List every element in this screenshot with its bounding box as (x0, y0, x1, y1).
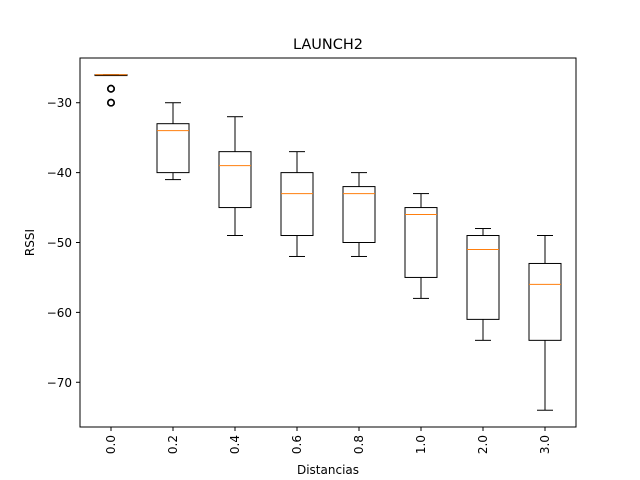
x-tick-label: 1.0 (414, 435, 428, 454)
x-tick-label: 0.2 (166, 435, 180, 454)
x-tick-label: 3.0 (538, 435, 552, 454)
x-tick-label: 0.4 (228, 435, 242, 454)
y-tick-label: −50 (47, 236, 72, 250)
x-tick-label: 2.0 (476, 435, 490, 454)
chart-title: LAUNCH2 (293, 37, 363, 53)
box-iqr (528, 262, 562, 341)
y-axis-label: RSSI (23, 229, 37, 256)
outlier-point (107, 98, 115, 107)
box-iqr (280, 172, 314, 237)
axes-frame (79, 57, 577, 428)
y-tick-label: −60 (47, 306, 72, 320)
x-tick-label: 0.6 (290, 435, 304, 454)
outlier-point (107, 84, 115, 93)
y-tick-label: −40 (47, 166, 72, 180)
x-axis-label: Distancias (297, 463, 359, 477)
box-iqr (404, 207, 438, 278)
box-iqr (466, 235, 500, 320)
y-tick-label: −70 (47, 376, 72, 390)
x-tick-label: 0.8 (352, 435, 366, 454)
box-iqr (156, 123, 190, 174)
box-iqr (218, 151, 252, 209)
y-tick-label: −30 (47, 96, 72, 110)
x-tick-label: 0.0 (104, 435, 118, 454)
box-iqr (342, 186, 376, 244)
plot-area: 0.0 0.2 0.4 0.6 0.8 1.0 2.0 3.0 −30 −40 −50 −60 −70 (47, 74, 562, 454)
